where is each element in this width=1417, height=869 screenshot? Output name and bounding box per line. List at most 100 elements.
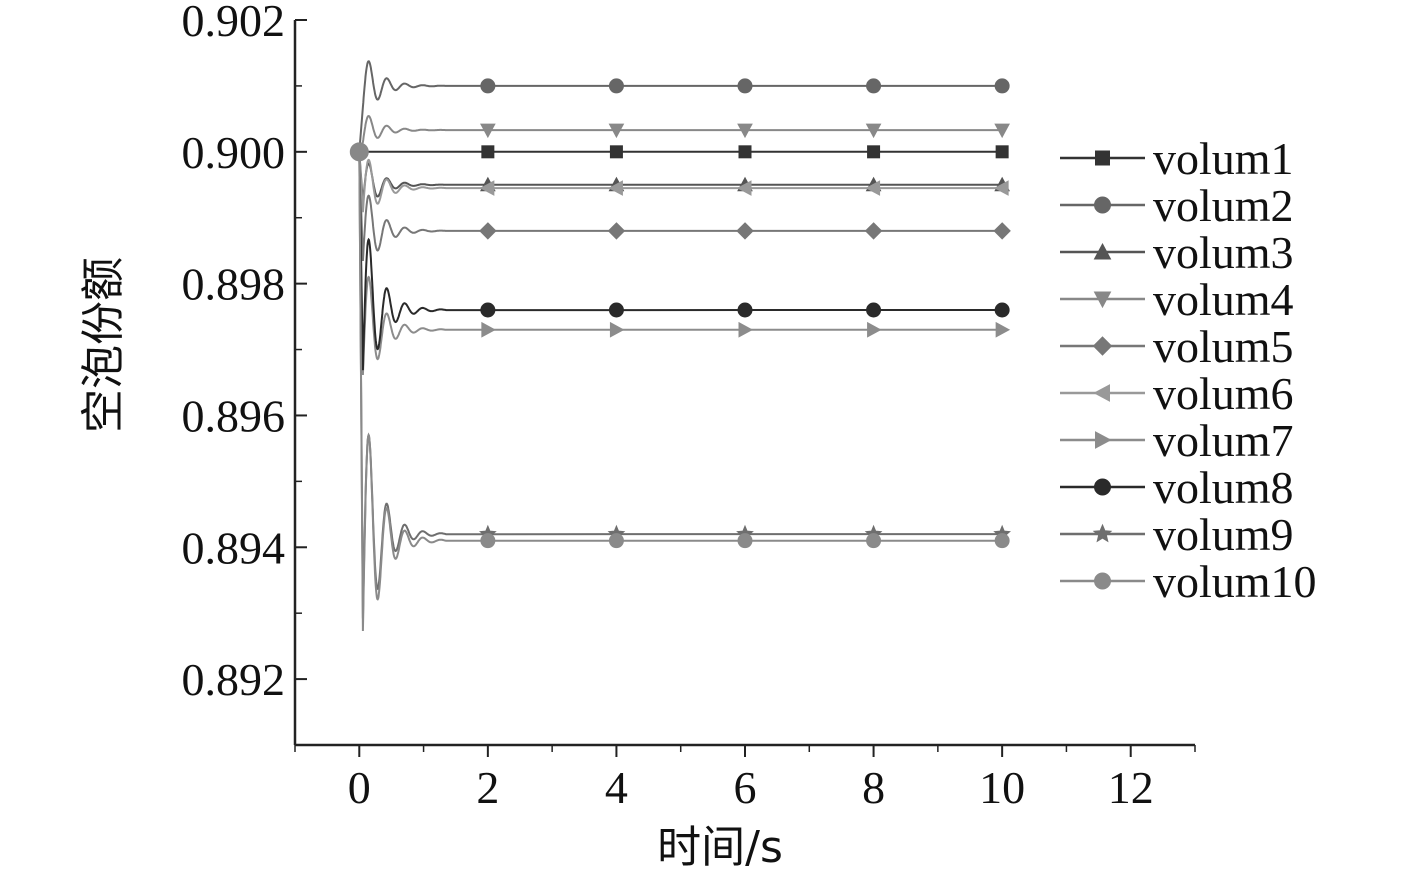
data-point (738, 145, 752, 159)
series-volum9 (358, 151, 1011, 619)
data-point (864, 222, 883, 240)
y-tick-label: 0.900 (182, 127, 286, 178)
legend-marker (1092, 336, 1113, 356)
legend: volum1volum2volum3volum4volum5volum6volu… (1060, 133, 1317, 607)
legend-label: volum3 (1153, 227, 1294, 278)
legend-label: volum4 (1153, 274, 1294, 325)
data-point (867, 321, 882, 338)
legend-entry: volum9 (1060, 509, 1294, 560)
data-point (866, 78, 882, 94)
series-line (358, 114, 1003, 153)
series-volum10 (358, 151, 1010, 632)
legend-marker (1093, 291, 1112, 309)
data-point (867, 145, 881, 159)
legend-label: volum7 (1153, 415, 1294, 466)
legend-marker (1094, 478, 1111, 496)
start-point (349, 142, 369, 162)
data-point (608, 78, 624, 94)
series-line (358, 151, 1003, 262)
data-point (865, 123, 882, 139)
data-point (608, 123, 625, 139)
data-point (736, 222, 754, 240)
data-point (737, 123, 753, 139)
plot-area (349, 60, 1011, 632)
data-point (609, 321, 625, 338)
data-point (479, 180, 495, 196)
series-volum7 (358, 151, 1011, 376)
y-tick-label: 0.892 (182, 654, 286, 705)
series-volum8 (358, 151, 1010, 371)
data-point (480, 123, 496, 139)
data-point (481, 145, 495, 159)
series-volum4 (358, 114, 1010, 153)
legend-label: volum8 (1153, 462, 1294, 513)
x-tick-label: 12 (1108, 762, 1154, 813)
legend-marker (1093, 242, 1112, 260)
legend-entry: volum8 (1060, 462, 1294, 513)
data-point (866, 302, 882, 318)
series-volum1 (359, 145, 1009, 159)
series-line (358, 60, 1003, 152)
x-tick-label: 2 (476, 762, 499, 813)
x-tick-label: 8 (862, 762, 885, 813)
data-point (480, 78, 496, 94)
axes: 0.892 0.894 0.896 0.898 0.900 0.902 0 2 4 6 8 10 12 (182, 0, 1196, 813)
series-line (358, 151, 1003, 376)
data-point (738, 321, 754, 338)
series-line (358, 151, 1003, 213)
series-line (358, 151, 1003, 203)
data-point (480, 533, 496, 549)
legend-label: volum1 (1153, 133, 1294, 184)
data-point (995, 145, 1009, 159)
series-line (358, 151, 1003, 619)
legend-label: volum9 (1153, 509, 1294, 560)
x-tick-label: 4 (605, 762, 628, 813)
legend-entry: volum10 (1060, 556, 1317, 607)
x-tick-label: 6 (734, 762, 757, 813)
legend-marker (1094, 572, 1111, 590)
legend-entry: volum2 (1060, 180, 1294, 231)
legend-entry: volum1 (1060, 133, 1294, 184)
data-point (480, 302, 496, 318)
legend-label: volum6 (1153, 368, 1294, 419)
legend-marker (1092, 523, 1113, 543)
legend-label: volum5 (1153, 321, 1294, 372)
legend-entry: volum3 (1060, 227, 1294, 278)
data-point (608, 180, 623, 196)
y-tick-label: 0.902 (182, 0, 286, 46)
data-point (994, 302, 1010, 318)
y-axis-title: 空泡份额 (78, 257, 129, 433)
legend-entry: volum6 (1060, 368, 1294, 419)
data-point (736, 180, 752, 196)
legend-label: volum10 (1153, 556, 1317, 607)
data-point (481, 321, 496, 338)
data-point (994, 180, 1009, 196)
data-point (609, 145, 623, 159)
y-tick-label: 0.896 (182, 390, 286, 441)
series-volum5 (358, 151, 1011, 262)
series-line (358, 151, 1003, 371)
legend-marker (1094, 196, 1111, 214)
legend-marker (1093, 384, 1110, 402)
data-point (865, 180, 881, 196)
series-volum3 (358, 151, 1010, 203)
x-axis-title: 时间/s (657, 822, 783, 869)
data-point (608, 302, 624, 318)
data-point (994, 533, 1010, 549)
legend-marker (1095, 150, 1110, 166)
data-point (607, 222, 626, 240)
series-line (358, 151, 1003, 632)
legend-entry: volum7 (1060, 415, 1294, 466)
series-volum6 (358, 151, 1009, 213)
data-point (737, 302, 753, 318)
data-point (479, 222, 497, 240)
x-tick-label: 0 (348, 762, 371, 813)
legend-entry: volum4 (1060, 274, 1294, 325)
data-point (737, 78, 753, 94)
data-point (993, 222, 1011, 240)
data-point (994, 78, 1010, 94)
data-point (995, 321, 1011, 338)
y-tick-label: 0.898 (182, 259, 286, 310)
legend-entry: volum5 (1060, 321, 1294, 372)
